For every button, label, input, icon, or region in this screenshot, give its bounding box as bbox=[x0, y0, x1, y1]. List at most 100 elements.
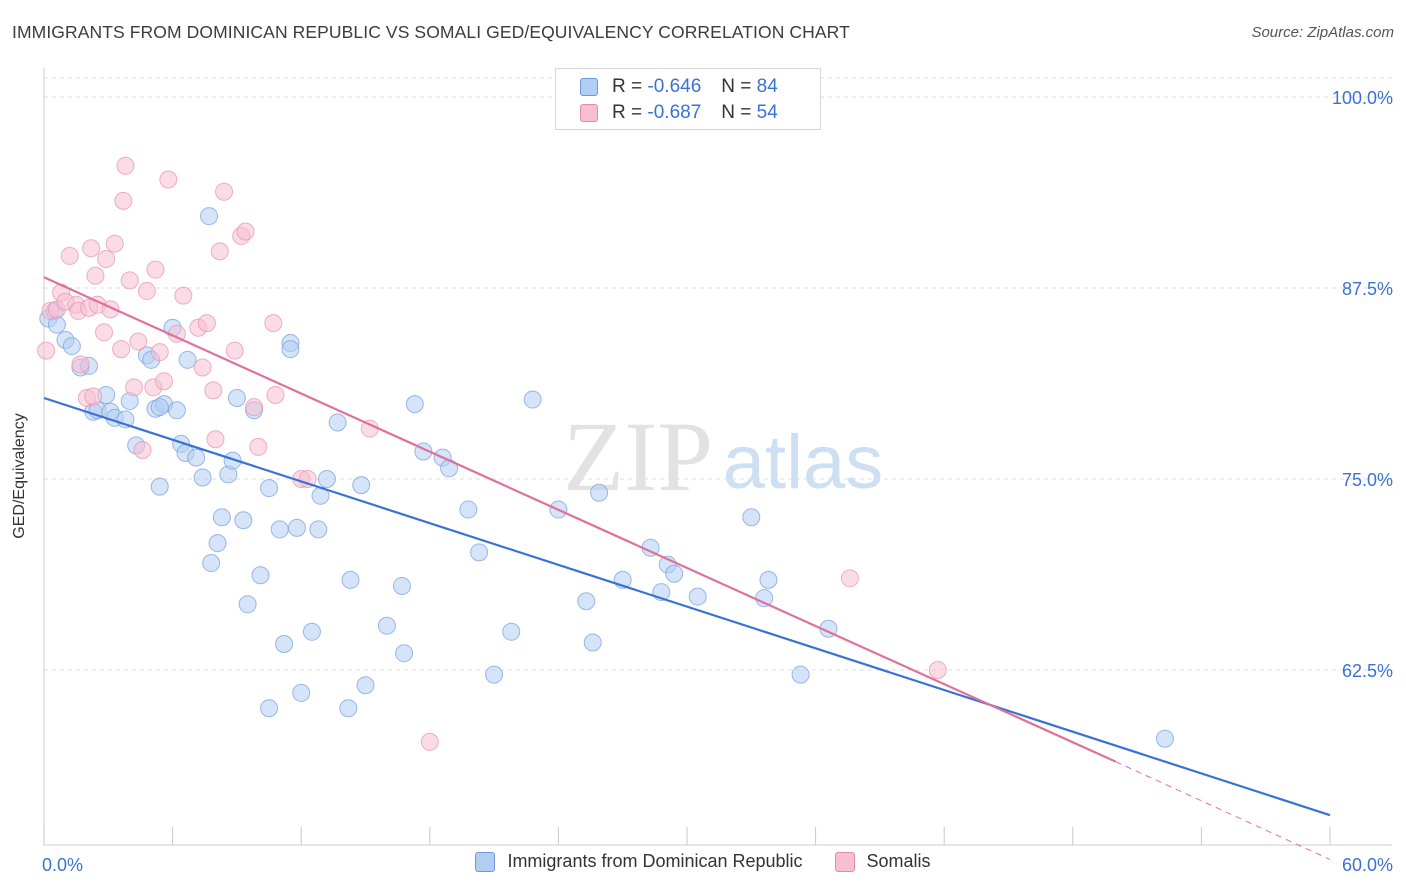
point-somali bbox=[236, 222, 255, 241]
y-tick-label: 87.5% bbox=[1342, 279, 1393, 299]
point-somali bbox=[193, 358, 212, 377]
point-somali bbox=[150, 343, 169, 362]
point-dominican bbox=[193, 468, 212, 487]
point-dominican bbox=[352, 476, 371, 495]
point-dominican bbox=[755, 589, 774, 608]
point-somali bbox=[225, 341, 244, 360]
legend-swatch-pink bbox=[834, 851, 855, 872]
x-tick-label: 60.0% bbox=[1342, 855, 1393, 875]
x-tick-labels: 0.0% 60.0% bbox=[42, 855, 1393, 875]
point-somali bbox=[82, 239, 101, 258]
point-somali bbox=[114, 191, 133, 210]
point-somali bbox=[174, 286, 193, 305]
point-somali bbox=[146, 260, 165, 279]
point-dominican bbox=[759, 570, 778, 589]
point-dominican bbox=[150, 477, 169, 496]
point-somali bbox=[71, 355, 90, 374]
point-somali bbox=[97, 249, 116, 268]
point-dominican bbox=[523, 390, 542, 409]
x-tick-label: 0.0% bbox=[42, 855, 83, 875]
point-dominican bbox=[577, 592, 596, 611]
point-dominican bbox=[178, 350, 197, 369]
correlation-legend: R = -0.646 N = 84 R = -0.687 N = 54 bbox=[555, 68, 821, 130]
point-somali bbox=[197, 314, 216, 333]
point-dominican bbox=[275, 635, 294, 654]
point-somali bbox=[84, 387, 103, 406]
point-dominican bbox=[238, 595, 257, 614]
y-axis-title: GED/Equivalency bbox=[11, 413, 28, 539]
legend-n-value: 54 bbox=[756, 102, 778, 123]
source-label: Source: ZipAtlas.com bbox=[1251, 24, 1394, 41]
point-dominican bbox=[1155, 729, 1174, 748]
point-dominican bbox=[485, 665, 504, 684]
point-dominican bbox=[583, 633, 602, 652]
trend-line-somali bbox=[43, 276, 1117, 763]
point-dominican bbox=[200, 207, 219, 226]
y-tick-labels: 62.5% 75.0% 87.5% 100.0% bbox=[1332, 88, 1393, 681]
point-dominican bbox=[459, 500, 478, 519]
y-tick-label: 62.5% bbox=[1342, 661, 1393, 681]
point-dominican bbox=[405, 395, 424, 414]
legend-n-label: N = bbox=[721, 102, 752, 123]
point-dominican bbox=[356, 676, 375, 695]
legend-item-somali: Somalis bbox=[834, 851, 931, 872]
point-dominican bbox=[287, 518, 306, 537]
point-somali bbox=[420, 732, 439, 751]
point-dominican bbox=[281, 340, 300, 359]
point-dominican bbox=[234, 511, 253, 530]
point-somali bbox=[95, 323, 114, 342]
point-dominican bbox=[270, 520, 289, 539]
point-dominican bbox=[208, 534, 227, 553]
trend-lines bbox=[43, 276, 1331, 860]
point-dominican bbox=[212, 508, 231, 527]
legend-swatch-blue bbox=[580, 78, 598, 96]
legend-r-value: -0.646 bbox=[647, 76, 702, 97]
point-somali bbox=[159, 170, 178, 189]
point-dominican bbox=[62, 337, 81, 356]
watermark-atlas: atlas bbox=[723, 420, 884, 505]
watermark-zip: ZIP bbox=[563, 401, 713, 512]
point-somali bbox=[60, 246, 79, 265]
legend-row-dominican: R = -0.646 N = 84 bbox=[580, 75, 778, 99]
trend-line-dominican bbox=[43, 396, 1331, 817]
watermark: ZIP atlas bbox=[563, 401, 883, 512]
point-dominican bbox=[187, 448, 206, 467]
point-somali bbox=[133, 440, 152, 459]
point-somali bbox=[129, 332, 148, 351]
point-somali bbox=[249, 437, 268, 456]
legend-row-somali: R = -0.687 N = 54 bbox=[580, 101, 778, 125]
legend-r-label: R = bbox=[612, 102, 643, 123]
legend-n-value: 84 bbox=[756, 76, 778, 97]
point-somali bbox=[204, 381, 223, 400]
point-dominican bbox=[260, 479, 279, 498]
legend-label-somali: Somalis bbox=[866, 851, 931, 871]
point-dominican bbox=[328, 413, 347, 432]
point-dominican bbox=[150, 398, 169, 417]
point-dominican bbox=[202, 554, 221, 573]
point-dominican bbox=[791, 665, 810, 684]
point-dominican bbox=[302, 622, 321, 641]
point-somali bbox=[928, 661, 947, 679]
point-dominican bbox=[502, 622, 521, 641]
point-dominican bbox=[339, 699, 358, 718]
point-somali bbox=[125, 378, 144, 397]
legend-swatch-blue bbox=[475, 851, 496, 872]
point-dominican bbox=[392, 576, 411, 595]
legend-item-dominican: Immigrants from Dominican Republic bbox=[475, 851, 803, 872]
point-dominican bbox=[309, 520, 328, 539]
legend-r-value: -0.687 bbox=[647, 102, 702, 123]
point-somali bbox=[266, 385, 285, 404]
point-dominican bbox=[742, 508, 761, 527]
chart-title: IMMIGRANTS FROM DOMINICAN REPUBLIC VS SO… bbox=[12, 22, 850, 42]
point-dominican bbox=[395, 644, 414, 663]
point-dominican bbox=[688, 587, 707, 606]
point-dominican bbox=[223, 451, 242, 470]
legend-n-label: N = bbox=[721, 76, 752, 97]
series-somali-points bbox=[37, 156, 947, 751]
point-somali bbox=[112, 340, 131, 359]
point-dominican bbox=[251, 566, 270, 585]
point-somali bbox=[210, 242, 229, 261]
point-dominican bbox=[665, 564, 684, 583]
legend-r-label: R = bbox=[612, 76, 643, 97]
